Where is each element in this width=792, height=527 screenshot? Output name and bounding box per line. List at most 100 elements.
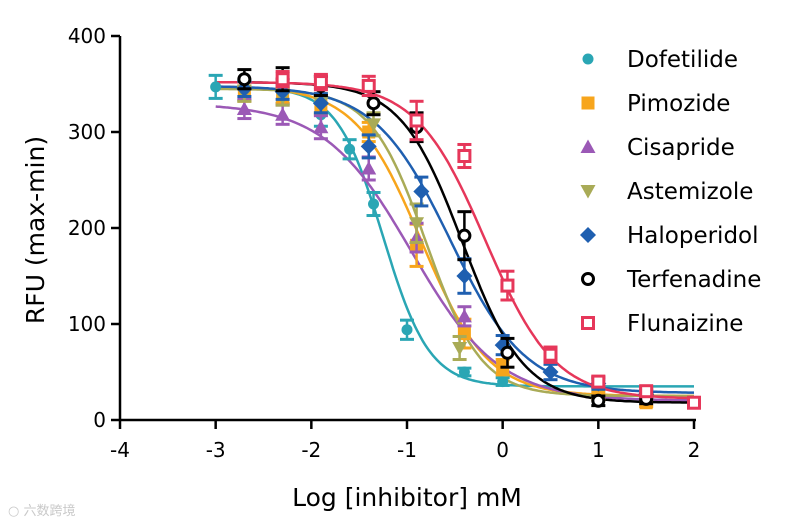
marker	[457, 149, 472, 163]
data-points	[208, 66, 701, 410]
marker	[366, 118, 382, 132]
point-haloperidol	[360, 133, 377, 160]
point-cisapride	[456, 305, 472, 328]
marker	[313, 75, 328, 90]
marker	[500, 345, 515, 360]
marker	[275, 72, 290, 87]
marker	[401, 324, 413, 336]
point-dofetilide	[342, 138, 357, 161]
legend-label: Cisapride	[627, 135, 735, 161]
point-flunaizine	[639, 384, 654, 399]
legend-label: Flunaizine	[627, 311, 743, 337]
marker	[591, 374, 606, 389]
marker	[452, 342, 468, 356]
point-cisapride	[313, 114, 329, 141]
legend-marker	[580, 227, 596, 243]
marker	[639, 384, 654, 399]
point-dofetilide	[400, 318, 414, 341]
x-axis-title: Log [inhibitor] mM	[292, 483, 522, 512]
point-dofetilide	[366, 190, 381, 218]
watermark: ○ 六数跨境	[8, 504, 76, 519]
marker	[409, 113, 424, 128]
marker	[591, 393, 606, 408]
legend-label: Dofetilide	[627, 47, 738, 73]
curve-terfenadine	[215, 80, 694, 404]
legend: Dofetilide Pimozide Cisapride Astemizole Hal…	[580, 47, 761, 337]
marker	[361, 160, 377, 175]
point-flunaizine	[591, 374, 606, 389]
point-dofetilide	[208, 73, 223, 100]
point-flunaizine	[457, 142, 472, 170]
point-dofetilide	[457, 366, 472, 378]
marker	[500, 278, 515, 293]
y-tick-label: 300	[68, 120, 106, 144]
point-haloperidol	[542, 362, 559, 382]
legend-marker	[580, 139, 596, 153]
point-flunaizine	[361, 74, 376, 98]
point-flunaizine	[409, 99, 424, 142]
x-tick-label: -3	[206, 438, 226, 462]
marker	[237, 72, 252, 87]
x-tick-label: -2	[301, 438, 321, 462]
marker	[360, 138, 377, 155]
legend-marker	[581, 316, 595, 330]
marker	[275, 107, 291, 121]
point-flunaizine	[313, 72, 328, 92]
y-tick-label: 0	[93, 408, 106, 432]
marker	[236, 101, 252, 115]
marker	[313, 119, 329, 134]
point-flunaizine	[275, 70, 290, 89]
x-tick-label: 1	[592, 438, 605, 462]
curve-astemizole	[215, 87, 694, 398]
legend-marker	[580, 185, 596, 199]
legend-item-astemizole: Astemizole	[580, 179, 753, 205]
legend-item-pimozide: Pimozide	[581, 91, 730, 117]
marker	[458, 366, 470, 378]
legend-marker	[581, 272, 595, 286]
y-axis-title: RFU (max-min)	[21, 136, 50, 324]
marker	[344, 143, 356, 155]
marker	[361, 78, 376, 93]
legend-item-terfenadine: Terfenadine	[581, 267, 761, 293]
point-dofetilide	[495, 376, 510, 388]
marker	[409, 217, 425, 231]
point-cisapride	[275, 103, 291, 126]
marker	[368, 198, 380, 210]
point-terfenadine	[500, 336, 515, 369]
point-flunaizine	[500, 269, 515, 302]
marker	[312, 95, 329, 112]
marker	[542, 364, 559, 380]
legend-item-haloperidol: Haloperidol	[580, 223, 759, 249]
point-haloperidol	[413, 175, 430, 208]
y-tick-label: 100	[68, 312, 106, 336]
marker	[210, 81, 222, 93]
x-tick-label: -1	[397, 438, 417, 462]
marker	[457, 228, 472, 243]
fit-curves	[215, 80, 694, 404]
axes: -4 -3 -2 -1 0 1 2 0 100 200 300 400	[68, 24, 701, 462]
legend-label: Haloperidol	[627, 223, 759, 249]
marker	[413, 183, 430, 200]
y-tick-label: 400	[68, 24, 106, 48]
x-tick-label: -4	[110, 438, 130, 462]
point-terfenadine	[457, 210, 472, 262]
marker	[687, 395, 701, 410]
legend-item-dofetilide: Dofetilide	[582, 47, 738, 73]
legend-label: Pimozide	[627, 91, 730, 117]
y-tick-label: 200	[68, 216, 106, 240]
marker	[497, 376, 509, 388]
curve-cisapride	[215, 105, 694, 402]
point-flunaizine	[543, 345, 558, 364]
legend-item-cisapride: Cisapride	[580, 135, 735, 161]
legend-label: Astemizole	[627, 179, 753, 205]
point-terfenadine	[237, 68, 252, 91]
x-tick-label: 2	[688, 438, 701, 462]
curve-pimozide	[215, 85, 694, 398]
marker	[456, 268, 473, 284]
point-astemizole	[452, 334, 468, 362]
curve-dofetilide	[215, 85, 694, 388]
marker	[366, 96, 381, 111]
curve-flunaizine	[215, 80, 694, 400]
curve-haloperidol	[215, 85, 694, 394]
